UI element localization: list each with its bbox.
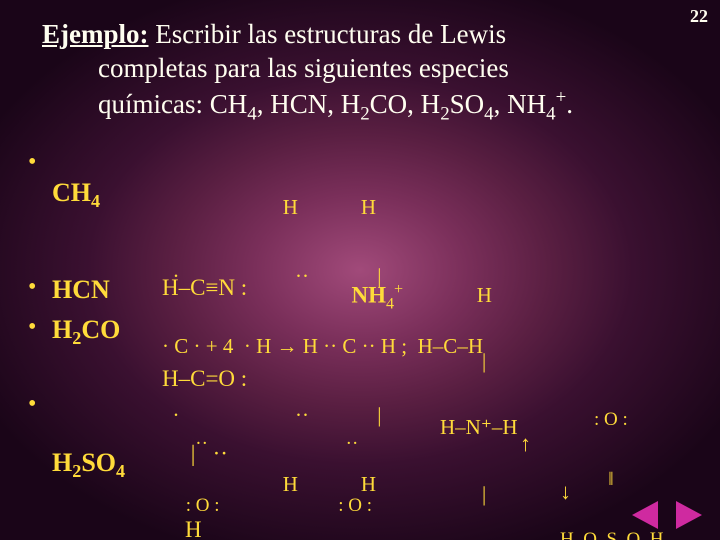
label-h2co: H2CO: [52, 315, 162, 349]
so4-l1: ·· ··: [162, 434, 439, 455]
nh4-l1: H: [440, 284, 518, 306]
h2co-lb: CO: [81, 315, 120, 344]
so4-lb: SO: [81, 448, 116, 477]
arrow-up: ↑: [520, 432, 531, 455]
h2co-sub: 2: [72, 328, 81, 348]
arrow-down: ↓: [560, 480, 571, 503]
nh4-l2: |: [440, 350, 518, 372]
t3e: , NH: [494, 89, 547, 119]
t3a: químicas: CH: [98, 89, 247, 119]
so4-la: H: [52, 448, 72, 477]
bullet-icon: •: [28, 150, 52, 174]
title-line3: químicas: CH4, HCN, H2CO, H2SO4, NH4+.: [98, 89, 573, 119]
slide-title: Ejemplo: Escribir las estructuras de Lew…: [42, 18, 672, 126]
t3d: SO: [450, 89, 485, 119]
prev-button[interactable]: [626, 500, 664, 530]
t3s6: +: [556, 87, 567, 108]
so4a-l3: H–O–S–O–H: [560, 530, 663, 540]
triangle-left-icon: [632, 501, 658, 529]
formula-h2so4: ·· ·· : O : : O : ·· ·· ·· H ·· O ·· S ·…: [162, 392, 439, 540]
next-button[interactable]: [670, 500, 708, 530]
title-lead: Ejemplo:: [42, 19, 148, 49]
bullet-icon: •: [28, 315, 52, 339]
so4-s2: 4: [116, 461, 125, 481]
label-h2so4: H2SO4: [52, 392, 162, 482]
nh4-plus: +: [394, 281, 403, 298]
ch4-sub: 4: [91, 191, 100, 211]
ch4-l1: H H: [162, 196, 483, 219]
t3f: .: [566, 89, 573, 119]
so4a-l1: : O :: [594, 410, 663, 430]
nh4-label: NH4+: [340, 258, 403, 313]
nh4-sub: 4: [386, 295, 394, 312]
t3s3: 2: [440, 103, 449, 124]
t3b: , HCN, H: [257, 89, 361, 119]
t3s4: 4: [484, 103, 493, 124]
so4-s1: 2: [72, 461, 81, 481]
h2co-l1: H–C=O :: [162, 366, 247, 391]
h2co-la: H: [52, 315, 72, 344]
bullet-icon: •: [28, 392, 52, 416]
page-number: 22: [690, 6, 708, 27]
formula-hcn: H–C≡N :: [162, 275, 247, 300]
t3c: CO, H: [370, 89, 441, 119]
t3s2: 2: [360, 103, 369, 124]
label-ch4: CH4: [52, 150, 162, 212]
so4-l2: : O : : O :: [162, 496, 439, 517]
nh4-lab: NH: [352, 283, 387, 308]
so4a-l2: ‖: [594, 470, 663, 490]
title-line2: completas para las siguientes especies: [98, 53, 509, 83]
label-hcn: HCN: [52, 275, 162, 305]
bullet-icon: •: [28, 275, 52, 299]
t3s5: 4: [546, 103, 555, 124]
triangle-right-icon: [676, 501, 702, 529]
nav-buttons: [626, 500, 708, 530]
title-rest1: Escribir las estructuras de Lewis: [148, 19, 506, 49]
t3s1: 4: [247, 103, 256, 124]
ch4-lab: CH: [52, 178, 91, 207]
